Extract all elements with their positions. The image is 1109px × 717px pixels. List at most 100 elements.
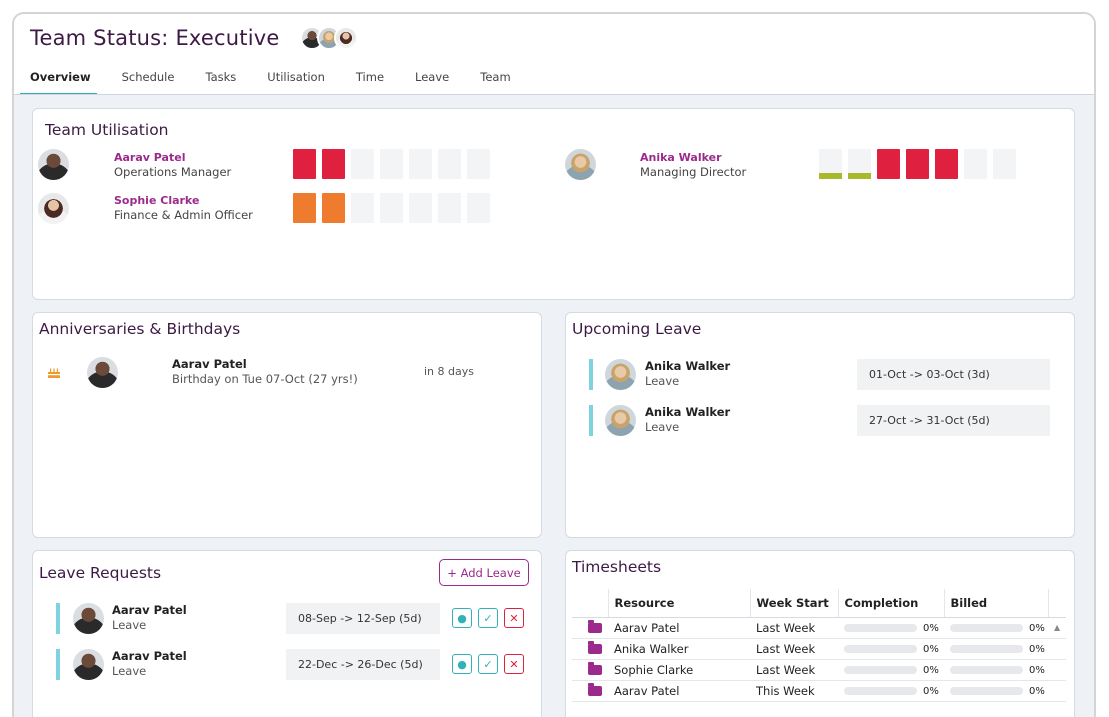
view-button[interactable]: ● xyxy=(452,608,472,628)
completion-cell: 0% xyxy=(838,617,944,639)
leave-indicator xyxy=(56,603,60,634)
completion-progress xyxy=(844,645,917,653)
utilisation-bar[interactable] xyxy=(351,149,374,179)
scrollbar-cell[interactable] xyxy=(1048,680,1066,702)
billed-progress xyxy=(950,687,1023,695)
tab-bar: Overview Schedule Tasks Utilisation Time… xyxy=(20,70,542,96)
approve-button[interactable]: ✓ xyxy=(478,654,498,674)
completion-cell: 0% xyxy=(838,638,944,660)
person-name[interactable]: Aarav Patel xyxy=(114,151,186,164)
billed-cell: 0% xyxy=(944,617,1048,639)
tab-time[interactable]: Time xyxy=(355,70,385,84)
utilisation-bars xyxy=(293,149,496,179)
billed-cell: 0% xyxy=(944,659,1048,681)
team-utilisation-card: Team Utilisation Aarav Patel Operations … xyxy=(32,108,1075,300)
utilisation-bar[interactable] xyxy=(380,193,403,223)
utilisation-bar[interactable] xyxy=(322,149,345,179)
scrollbar-cell[interactable] xyxy=(1048,638,1066,660)
reject-button[interactable]: ✕ xyxy=(504,654,524,674)
tab-overview[interactable]: Overview xyxy=(20,70,97,96)
folder-icon[interactable] xyxy=(588,619,602,633)
utilisation-bar[interactable] xyxy=(293,149,316,179)
approve-button[interactable]: ✓ xyxy=(478,608,498,628)
reject-button[interactable]: ✕ xyxy=(504,608,524,628)
folder-icon[interactable] xyxy=(588,661,602,675)
utilisation-bar[interactable] xyxy=(293,193,316,223)
utilisation-bar[interactable] xyxy=(467,149,490,179)
utilisation-bar[interactable] xyxy=(935,149,958,179)
team-avatar-group[interactable] xyxy=(299,26,358,50)
person-name: Anika Walker xyxy=(645,405,731,419)
utilisation-bar[interactable] xyxy=(351,193,374,223)
folder-icon[interactable] xyxy=(588,640,602,654)
utilisation-bar[interactable] xyxy=(380,149,403,179)
avatar[interactable] xyxy=(299,26,324,50)
completion-value: 0% xyxy=(923,622,939,634)
utilisation-bars xyxy=(819,149,1022,179)
leave-requests-card: Leave Requests + Add Leave Aarav Patel L… xyxy=(32,550,542,717)
card-title: Anniversaries & Birthdays xyxy=(39,320,241,338)
billed-value: 0% xyxy=(1029,664,1045,676)
leave-type: Leave xyxy=(645,420,680,434)
utilisation-bar[interactable] xyxy=(409,149,432,179)
resource-cell: Sophie Clarke xyxy=(608,659,750,681)
scrollbar-header xyxy=(1048,589,1066,618)
table-row[interactable]: Aarav Patel Last Week 0% 0% ▲ xyxy=(572,617,1066,639)
person-role: Finance & Admin Officer xyxy=(114,208,253,222)
column-header-completion[interactable]: Completion xyxy=(838,589,945,618)
billed-value: 0% xyxy=(1029,643,1045,655)
eye-icon: ● xyxy=(457,657,467,671)
tab-tasks[interactable]: Tasks xyxy=(205,70,237,84)
utilisation-bar[interactable] xyxy=(964,149,987,179)
billed-progress xyxy=(950,666,1023,674)
avatar xyxy=(565,149,596,180)
close-icon: ✕ xyxy=(509,657,519,671)
week-cell: Last Week xyxy=(750,638,838,660)
billed-cell: 0% xyxy=(944,638,1048,660)
utilisation-bar[interactable] xyxy=(906,149,929,179)
leave-dates: 27-Oct -> 31-Oct (5d) xyxy=(857,405,1050,436)
timesheets-card: Timesheets Resource Week Start Completio… xyxy=(565,550,1075,717)
utilisation-bar[interactable] xyxy=(877,149,900,179)
scrollbar-cell[interactable]: ▲ xyxy=(1048,617,1066,639)
column-header-week-start[interactable]: Week Start xyxy=(750,589,839,618)
utilisation-bar[interactable] xyxy=(438,193,461,223)
person-name[interactable]: Anika Walker xyxy=(640,151,722,164)
utilisation-bar[interactable] xyxy=(409,193,432,223)
scrollbar-cell[interactable] xyxy=(1048,659,1066,681)
billed-value: 0% xyxy=(1029,685,1045,697)
person-name: Aarav Patel xyxy=(172,357,247,371)
check-icon: ✓ xyxy=(483,611,493,625)
person-role: Operations Manager xyxy=(114,165,232,179)
completion-progress xyxy=(844,624,917,632)
table-row[interactable]: Aarav Patel This Week 0% 0% xyxy=(572,680,1066,702)
utilisation-bar[interactable] xyxy=(322,193,345,223)
tab-team[interactable]: Team xyxy=(480,70,511,84)
view-button[interactable]: ● xyxy=(452,654,472,674)
card-title: Upcoming Leave xyxy=(572,320,702,338)
week-cell: Last Week xyxy=(750,617,838,639)
utilisation-bar[interactable] xyxy=(467,193,490,223)
utilisation-bars xyxy=(293,193,496,223)
avatar[interactable] xyxy=(333,26,358,50)
utilisation-bar[interactable] xyxy=(993,149,1016,179)
utilisation-bar[interactable] xyxy=(438,149,461,179)
tab-leave[interactable]: Leave xyxy=(415,70,450,84)
tab-schedule[interactable]: Schedule xyxy=(121,70,175,84)
tab-utilisation[interactable]: Utilisation xyxy=(267,70,325,84)
leave-type: Leave xyxy=(645,374,680,388)
add-leave-button[interactable]: + Add Leave xyxy=(439,559,529,586)
days-until: in 8 days xyxy=(424,365,474,378)
avatar xyxy=(605,359,636,390)
table-row[interactable]: Anika Walker Last Week 0% 0% xyxy=(572,638,1066,660)
utilisation-bar[interactable] xyxy=(819,149,842,179)
leave-dates: 08-Sep -> 12-Sep (5d) xyxy=(286,603,440,634)
table-row[interactable]: Sophie Clarke Last Week 0% 0% xyxy=(572,659,1066,681)
person-name[interactable]: Sophie Clarke xyxy=(114,194,200,207)
folder-icon[interactable] xyxy=(588,682,602,696)
completion-cell: 0% xyxy=(838,680,944,702)
utilisation-bar[interactable] xyxy=(848,149,871,179)
page-header: Team Status: Executive Overview Schedule… xyxy=(14,14,1094,96)
column-header-resource[interactable]: Resource xyxy=(608,589,751,618)
column-header-billed[interactable]: Billed xyxy=(944,589,1049,618)
